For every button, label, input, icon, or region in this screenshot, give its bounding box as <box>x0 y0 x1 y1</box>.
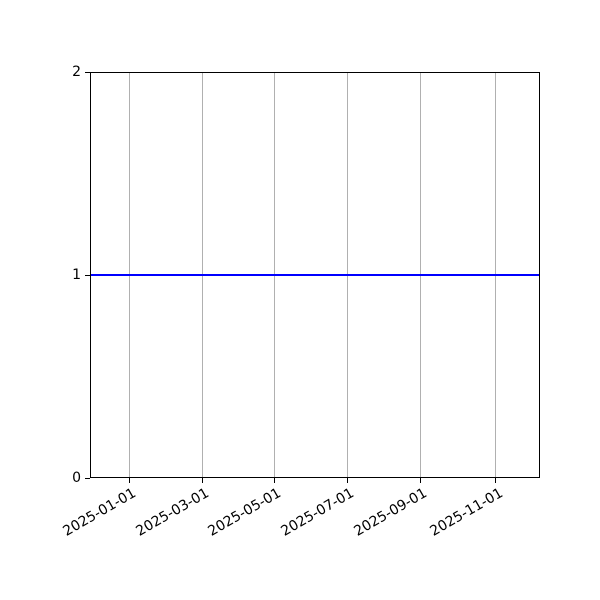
y-tick-mark <box>85 274 90 276</box>
x-tick-label: 2025-09-01 <box>351 485 430 540</box>
y-tick-mark <box>85 477 90 479</box>
x-tick-label: 2025-07-01 <box>278 485 357 540</box>
x-tick-mark <box>495 478 497 483</box>
y-tick-label: 2 <box>72 64 81 80</box>
plot-area <box>90 72 540 478</box>
x-tick-label: 2025-05-01 <box>205 485 284 540</box>
y-tick-label: 1 <box>72 267 81 283</box>
x-tick-mark <box>274 478 275 483</box>
x-tick-label: 2025-03-01 <box>133 485 212 540</box>
x-tick-mark <box>201 478 203 483</box>
x-tick-label: 2025-01-01 <box>60 485 139 540</box>
x-tick-label: 2025-11-01 <box>427 485 506 540</box>
x-tick-mark <box>128 478 130 483</box>
data-line <box>91 274 539 276</box>
x-tick-mark <box>419 478 421 483</box>
y-tick-label: 0 <box>72 470 81 486</box>
x-tick-mark <box>346 478 348 483</box>
y-tick-mark <box>85 71 90 73</box>
